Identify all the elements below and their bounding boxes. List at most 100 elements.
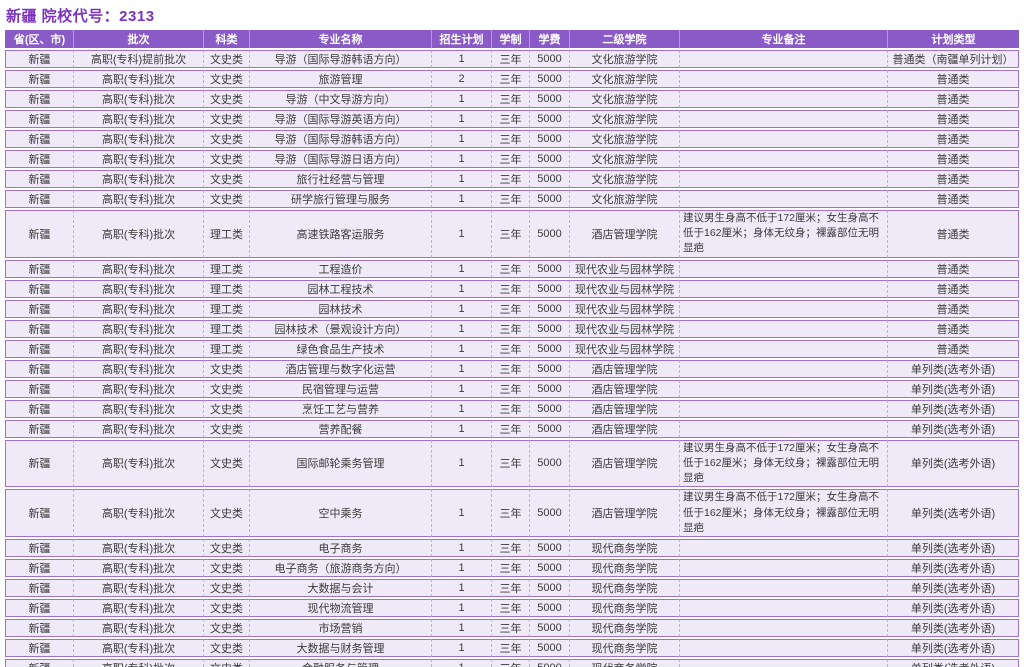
- cell-major_name: 空中乘务: [249, 489, 431, 537]
- cell-enrollment_plan: 1: [431, 379, 491, 398]
- cell-major_name: 烹饪工艺与营养: [249, 399, 431, 418]
- cell-tuition: 5000: [529, 339, 569, 358]
- cell-study_length: 三年: [491, 210, 529, 258]
- cell-major_remark: 建议男生身高不低于172厘米；女生身高不低于162厘米；身体无纹身；裸露部位无明…: [679, 210, 887, 258]
- cell-study_length: 三年: [491, 319, 529, 338]
- cell-major_name: 导游（国际导游日语方向）: [249, 150, 431, 168]
- cell-secondary_college: 文化旅游学院: [569, 70, 679, 88]
- column-header-batch: 批次: [73, 30, 203, 48]
- cell-tuition: 5000: [529, 319, 569, 338]
- cell-province: 新疆: [5, 50, 73, 68]
- cell-tuition: 5000: [529, 618, 569, 637]
- cell-tuition: 5000: [529, 538, 569, 557]
- cell-major_remark: [679, 558, 887, 577]
- cell-enrollment_plan: 1: [431, 210, 491, 258]
- cell-plan_type: 普通类: [887, 70, 1019, 88]
- cell-enrollment_plan: 1: [431, 279, 491, 298]
- cell-enrollment_plan: 1: [431, 439, 491, 488]
- cell-study_length: 三年: [491, 578, 529, 597]
- cell-province: 新疆: [5, 210, 73, 258]
- cell-secondary_college: 文化旅游学院: [569, 90, 679, 108]
- cell-major_name: 国际邮轮乘务管理: [249, 439, 431, 488]
- cell-subject_type: 理工类: [203, 299, 249, 318]
- cell-province: 新疆: [5, 638, 73, 657]
- cell-enrollment_plan: 1: [431, 359, 491, 378]
- table-row: 新疆 高职(专科)批次 理工类 园林工程技术 1 三年 5000 现代农业与园林学院 普通类: [5, 279, 1019, 298]
- cell-subject_type: 文史类: [203, 489, 249, 537]
- cell-batch: 高职(专科)批次: [73, 439, 203, 488]
- cell-study_length: 三年: [491, 299, 529, 318]
- cell-enrollment_plan: 1: [431, 259, 491, 278]
- cell-plan_type: 普通类: [887, 130, 1019, 148]
- cell-subject_type: 文史类: [203, 538, 249, 557]
- admission-plan-table: 省(区、市) 批次 科类 专业名称 招生计划 学制 学费 二级学院 专业备注 计划类型 新疆 高职(…: [5, 28, 1019, 667]
- cell-batch: 高职(专科)批次: [73, 110, 203, 128]
- cell-major_remark: [679, 150, 887, 168]
- cell-major_name: 旅行社经营与管理: [249, 170, 431, 188]
- cell-major_remark: [679, 638, 887, 657]
- cell-subject_type: 文史类: [203, 618, 249, 637]
- cell-plan_type: 单列类(选考外语): [887, 359, 1019, 378]
- table-row: 新疆 高职(专科)批次 文史类 导游（国际导游韩语方向） 1 三年 5000 文化旅游学院 普通…: [5, 130, 1019, 148]
- cell-enrollment_plan: 1: [431, 618, 491, 637]
- cell-subject_type: 理工类: [203, 339, 249, 358]
- cell-study_length: 三年: [491, 359, 529, 378]
- cell-province: 新疆: [5, 359, 73, 378]
- table-row: 新疆 高职(专科)批次 文史类 大数据与财务管理 1 三年 5000 现代商务学院 单列类(选考…: [5, 638, 1019, 657]
- cell-major_remark: [679, 578, 887, 597]
- cell-major_name: 研学旅行管理与服务: [249, 190, 431, 208]
- table-header-row: 省(区、市) 批次 科类 专业名称 招生计划 学制 学费 二级学院 专业备注 计划类型: [5, 30, 1019, 48]
- cell-tuition: 5000: [529, 638, 569, 657]
- cell-subject_type: 文史类: [203, 190, 249, 208]
- cell-tuition: 5000: [529, 489, 569, 537]
- cell-tuition: 5000: [529, 379, 569, 398]
- cell-plan_type: 普通类: [887, 319, 1019, 338]
- table-row: 新疆 高职(专科)批次 理工类 高速铁路客运服务 1 三年 5000 酒店管理学院 建议男生身高…: [5, 210, 1019, 258]
- cell-subject_type: 文史类: [203, 150, 249, 168]
- table-row: 新疆 高职(专科)批次 文史类 现代物流管理 1 三年 5000 现代商务学院 单列类(选考外语…: [5, 598, 1019, 617]
- table-row: 新疆 高职(专科)批次 文史类 大数据与会计 1 三年 5000 现代商务学院 单列类(选考外语…: [5, 578, 1019, 597]
- cell-plan_type: 普通类: [887, 210, 1019, 258]
- cell-major_name: 导游（国际导游韩语方向）: [249, 50, 431, 68]
- table-row: 新疆 高职(专科)批次 文史类 电子商务 1 三年 5000 现代商务学院 单列类(选考外语): [5, 538, 1019, 557]
- cell-major_name: 现代物流管理: [249, 598, 431, 617]
- cell-major_remark: [679, 130, 887, 148]
- table-row: 新疆 高职(专科)批次 文史类 导游（中文导游方向） 1 三年 5000 文化旅游学院 普通类: [5, 90, 1019, 108]
- cell-major_name: 园林工程技术: [249, 279, 431, 298]
- page-title: 新疆 院校代号：2313: [6, 8, 155, 25]
- cell-enrollment_plan: 1: [431, 489, 491, 537]
- column-header-study_length: 学制: [491, 30, 529, 48]
- cell-batch: 高职(专科)批次: [73, 658, 203, 667]
- table-row: 新疆 高职(专科)批次 理工类 园林技术 1 三年 5000 现代农业与园林学院 普通类: [5, 299, 1019, 318]
- cell-enrollment_plan: 1: [431, 170, 491, 188]
- cell-tuition: 5000: [529, 439, 569, 488]
- cell-secondary_college: 现代农业与园林学院: [569, 319, 679, 338]
- cell-major_remark: [679, 618, 887, 637]
- cell-major_name: 导游（国际导游韩语方向）: [249, 130, 431, 148]
- cell-enrollment_plan: 1: [431, 578, 491, 597]
- cell-subject_type: 文史类: [203, 359, 249, 378]
- cell-tuition: 5000: [529, 90, 569, 108]
- cell-province: 新疆: [5, 658, 73, 667]
- cell-secondary_college: 文化旅游学院: [569, 170, 679, 188]
- cell-secondary_college: 现代农业与园林学院: [569, 279, 679, 298]
- cell-province: 新疆: [5, 259, 73, 278]
- cell-tuition: 5000: [529, 110, 569, 128]
- cell-major_name: 绿色食品生产技术: [249, 339, 431, 358]
- cell-study_length: 三年: [491, 379, 529, 398]
- cell-batch: 高职(专科)批次: [73, 538, 203, 557]
- cell-major_remark: [679, 538, 887, 557]
- cell-major_remark: [679, 279, 887, 298]
- cell-major_name: 导游（中文导游方向）: [249, 90, 431, 108]
- cell-province: 新疆: [5, 439, 73, 488]
- cell-secondary_college: 现代商务学院: [569, 638, 679, 657]
- cell-enrollment_plan: 2: [431, 70, 491, 88]
- table-row: 新疆 高职(专科)批次 文史类 烹饪工艺与营养 1 三年 5000 酒店管理学院 单列类(选考外…: [5, 399, 1019, 418]
- cell-secondary_college: 文化旅游学院: [569, 110, 679, 128]
- cell-subject_type: 文史类: [203, 90, 249, 108]
- cell-batch: 高职(专科)批次: [73, 170, 203, 188]
- cell-tuition: 5000: [529, 578, 569, 597]
- cell-subject_type: 文史类: [203, 170, 249, 188]
- cell-major_remark: [679, 50, 887, 68]
- cell-province: 新疆: [5, 578, 73, 597]
